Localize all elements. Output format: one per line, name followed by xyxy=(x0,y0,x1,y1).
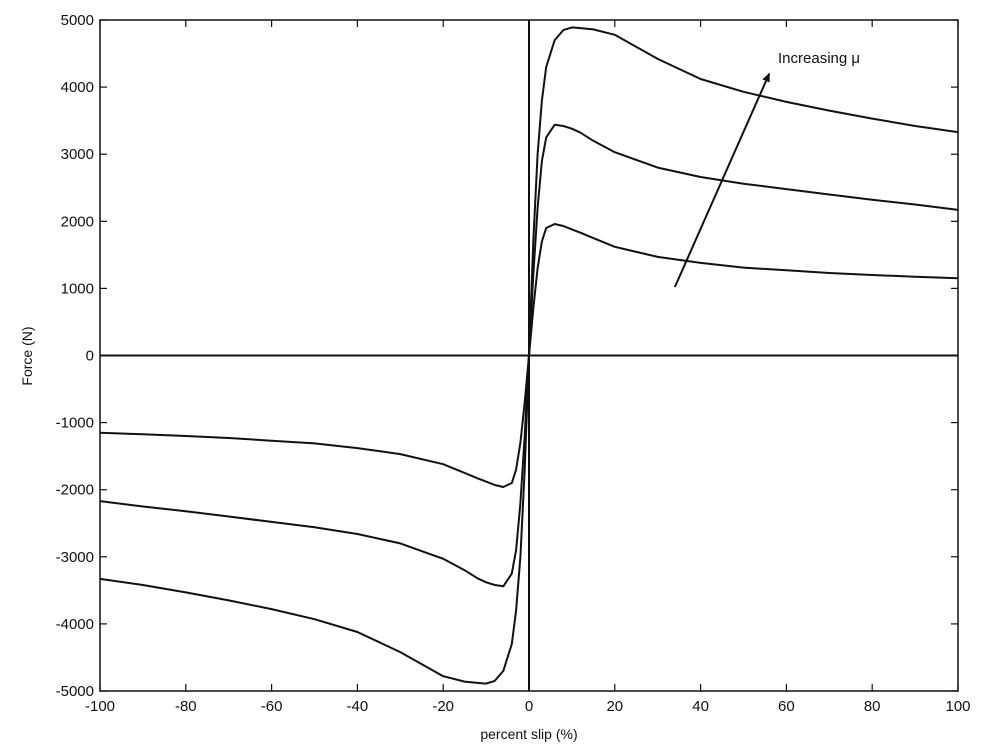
series-lines xyxy=(99,26,959,685)
x-tick-label: -40 xyxy=(347,698,369,715)
x-tick-label: -60 xyxy=(261,698,283,715)
y-tick-label: 4000 xyxy=(61,79,94,96)
annotation-label: Increasing μ xyxy=(778,50,860,67)
y-tick-label: 3000 xyxy=(61,146,94,163)
x-tick-label: 100 xyxy=(945,698,970,715)
axis-ticks xyxy=(99,19,959,692)
y-tick-label: 2000 xyxy=(61,213,94,230)
y-axis-title: Force (N) xyxy=(19,326,35,385)
annotation-arrow xyxy=(673,72,771,288)
x-tick-label: 40 xyxy=(692,698,709,715)
y-tick-label: -2000 xyxy=(56,482,94,499)
x-tick-labels: -100 -80 -60 -40 -20 0 20 40 60 80 100 xyxy=(85,698,971,715)
y-tick-label: -1000 xyxy=(56,415,94,432)
x-tick-label: 80 xyxy=(864,698,881,715)
x-tick-label: 20 xyxy=(606,698,623,715)
x-axis-title: percent slip (%) xyxy=(480,726,577,742)
y-tick-labels: -5000 -4000 -3000 -2000 -1000 0 1000 2000 3000 40… xyxy=(56,12,94,700)
x-tick-label: -20 xyxy=(432,698,454,715)
y-tick-label: 1000 xyxy=(61,280,94,297)
y-tick-label: -4000 xyxy=(56,616,94,633)
y-tick-label: -5000 xyxy=(56,683,94,700)
series-line-3 xyxy=(99,26,959,685)
y-tick-label: 5000 xyxy=(61,12,94,29)
y-tick-label: -3000 xyxy=(56,549,94,566)
x-tick-label: -100 xyxy=(85,698,115,715)
x-tick-label: 60 xyxy=(778,698,795,715)
x-tick-label: 0 xyxy=(525,698,533,715)
y-tick-label: 0 xyxy=(86,348,94,365)
x-tick-label: -80 xyxy=(175,698,197,715)
